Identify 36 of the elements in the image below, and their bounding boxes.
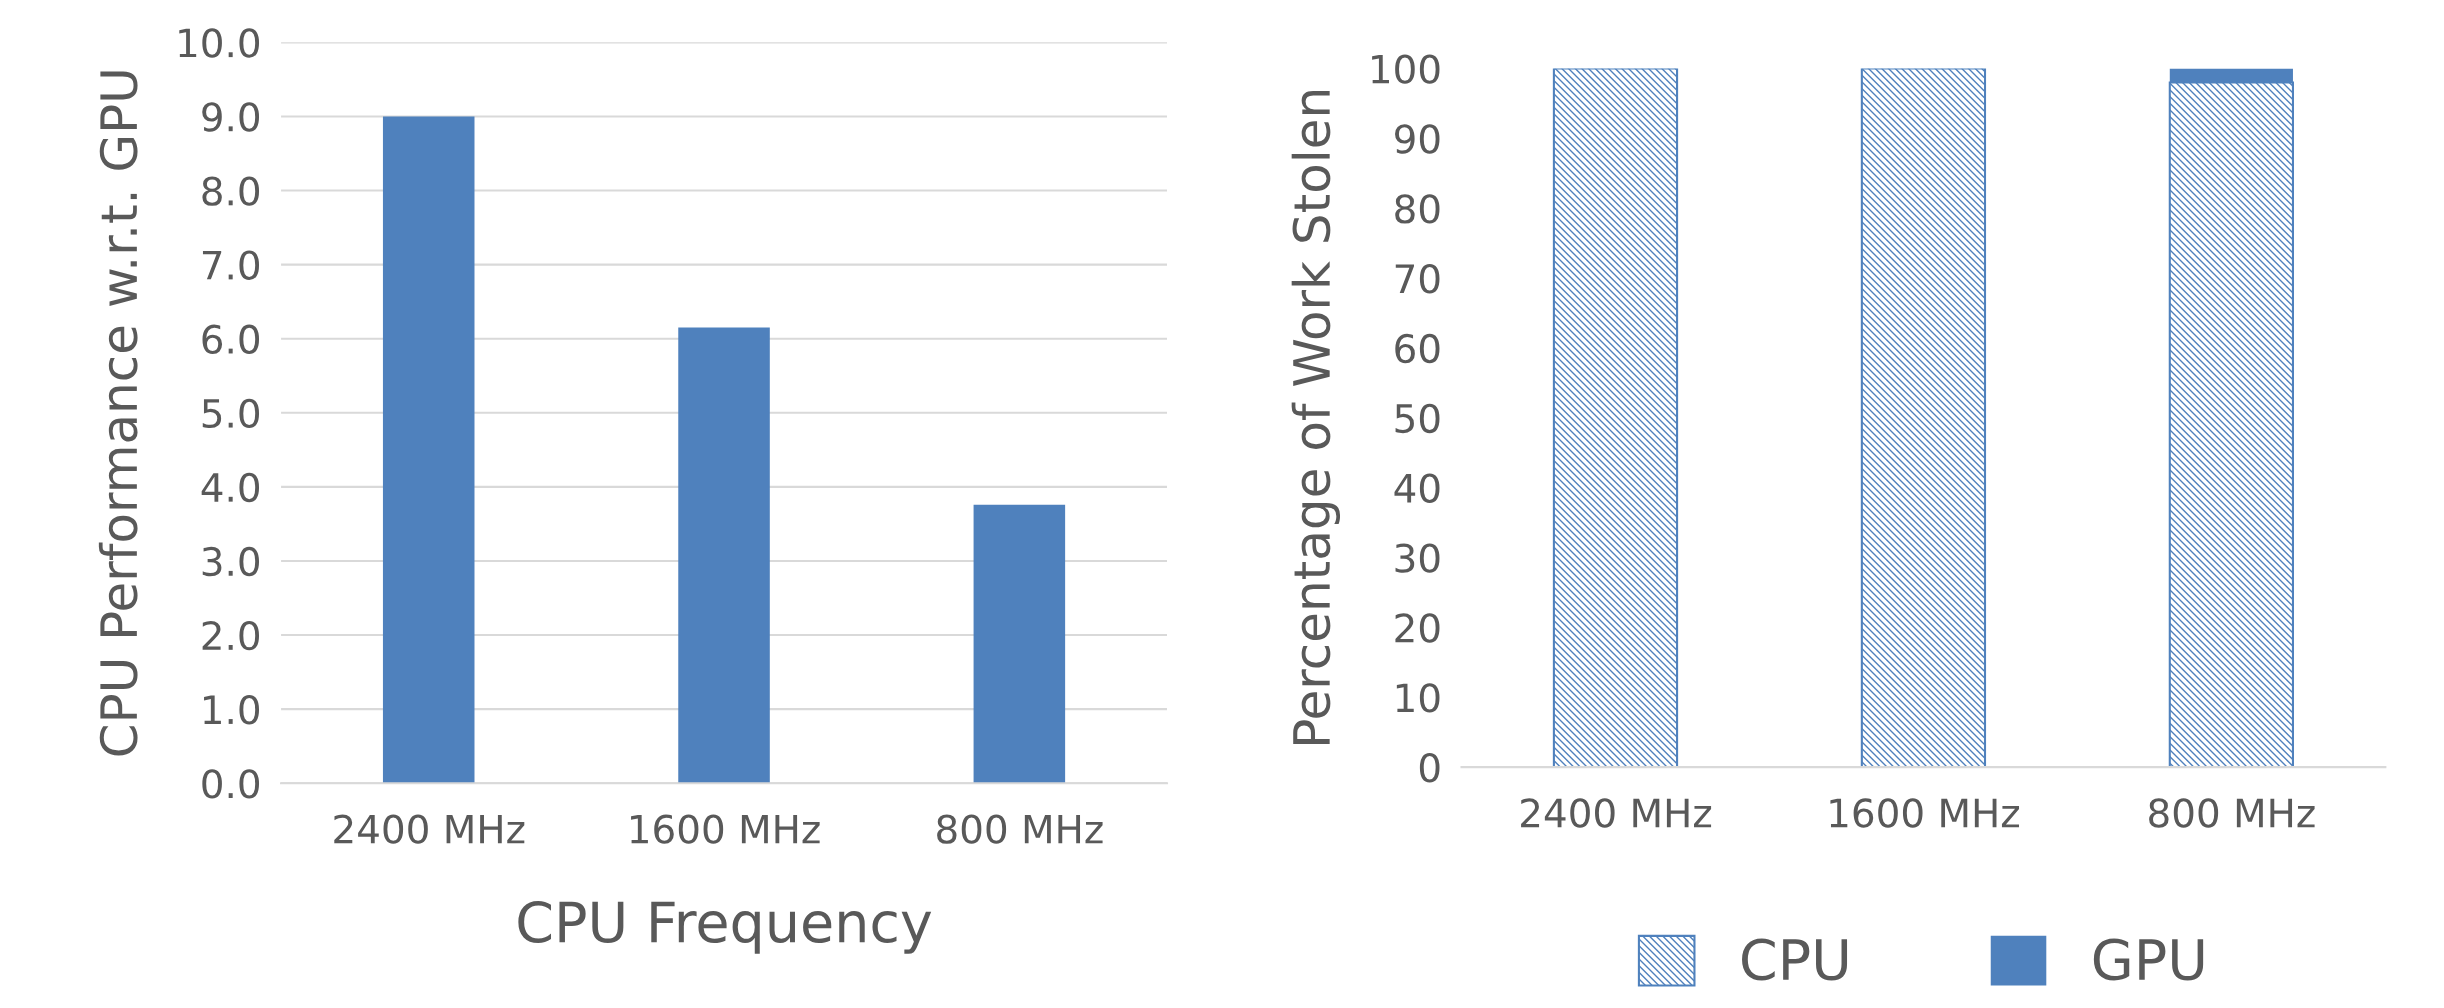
x-axis-title: CPU Frequency — [518, 901, 932, 954]
x-tick-label: 800 MHz — [2149, 798, 2315, 828]
x-tick-label: 2400 MHz — [334, 814, 525, 844]
y-tick-label: 4.0 — [201, 472, 260, 503]
y-tick-label: 80 — [1395, 194, 1440, 224]
x-tick-label: 2400 MHz — [1521, 798, 1712, 828]
legend-label: GPU — [2093, 938, 2204, 981]
bar — [382, 116, 475, 784]
y-axis-title: Percentage of Work Stolen — [1291, 91, 1341, 744]
y-tick-label: 30 — [1395, 543, 1440, 573]
bar — [678, 327, 770, 784]
y-tick-label: 40 — [1394, 473, 1440, 503]
x-tick-label: 1600 MHz — [631, 814, 820, 844]
y-tick-label: 20 — [1395, 613, 1440, 643]
y-tick-label: 100 — [1372, 54, 1440, 84]
y-tick-label: 0 — [1419, 753, 1440, 783]
y-tick-label: 70 — [1395, 264, 1440, 294]
legend-label: CPU — [1742, 938, 1848, 981]
y-tick-label: 10.0 — [179, 28, 260, 58]
y-tick-label: 50 — [1395, 403, 1440, 434]
y-axis-title: CPU Performance w.r.t. GPU — [98, 71, 138, 756]
bar — [973, 504, 1066, 784]
y-tick-label: 0.0 — [202, 769, 260, 799]
y-tick-label: 6.0 — [202, 324, 260, 355]
x-tick-label: 800 MHz — [937, 814, 1103, 844]
y-tick-label: 9.0 — [202, 102, 260, 132]
y-tick-label: 90 — [1395, 124, 1440, 154]
y-tick-label: 1.0 — [204, 695, 260, 725]
y-tick-label: 8.0 — [202, 176, 260, 206]
y-tick-label: 5.0 — [202, 398, 260, 429]
y-tick-label: 60 — [1395, 333, 1440, 364]
x-tick-label: 1600 MHz — [1830, 798, 2020, 828]
y-tick-label: 3.0 — [202, 546, 260, 577]
y-tick-label: 2.0 — [202, 620, 260, 651]
y-tick-label: 7.0 — [202, 250, 260, 280]
y-tick-label: 10 — [1396, 683, 1440, 713]
